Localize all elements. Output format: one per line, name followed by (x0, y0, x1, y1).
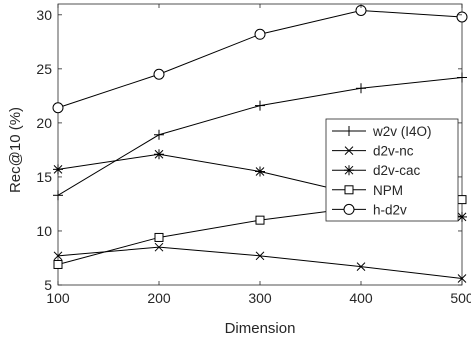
x-tick-label: 500 (450, 290, 471, 306)
data-point (255, 100, 265, 111)
y-tick-label: 15 (36, 169, 52, 185)
legend-marker (343, 203, 355, 215)
legend-label: d2v-nc (373, 144, 414, 159)
legend-label: w2v (I4O) (372, 124, 432, 139)
data-point (356, 262, 366, 271)
data-point (255, 215, 265, 225)
x-axis-label: Dimension (225, 320, 296, 337)
legend-item: h-d2v (332, 202, 407, 217)
data-point (456, 11, 468, 23)
legend-item: NPM (332, 183, 403, 198)
y-tick-label: 20 (36, 115, 52, 131)
legend-item: d2v-nc (332, 144, 414, 159)
legend-marker (344, 126, 354, 136)
data-point (154, 232, 164, 242)
x-tick-label: 400 (349, 290, 373, 306)
data-point (254, 28, 266, 40)
x-tick-label: 300 (248, 290, 272, 306)
data-point (53, 259, 63, 269)
data-point (457, 274, 467, 283)
y-tick-label: 25 (36, 61, 52, 77)
series-x (53, 242, 467, 283)
series-plus (53, 72, 467, 201)
data-point (52, 102, 64, 114)
y-axis-label: Rec@10 (%) (7, 107, 24, 193)
legend: w2v (I4O) d2v-nc d2v-cac NPM h-d2v (325, 118, 459, 222)
y-tick-label: 30 (36, 7, 52, 23)
data-point (154, 129, 164, 140)
data-point (356, 83, 366, 94)
data-point (457, 72, 467, 83)
data-point (153, 68, 165, 80)
legend-marker (344, 185, 354, 195)
data-point (53, 164, 63, 175)
legend-item: w2v (I4O) (332, 124, 432, 139)
axes-layer: 100 200 300 400 500 5 10 15 20 25 30 (36, 4, 471, 306)
y-tick-label: 10 (36, 223, 52, 239)
y-tick-label: 5 (44, 277, 52, 293)
data-point (154, 149, 164, 160)
legend-label: NPM (373, 183, 403, 198)
legend-label: h-d2v (373, 202, 407, 217)
data-point (255, 251, 265, 261)
legend-item: d2v-cac (332, 163, 421, 178)
data-point (154, 242, 164, 252)
data-point (53, 190, 63, 201)
data-point (53, 251, 63, 261)
legend-marker (344, 146, 354, 155)
data-point (457, 211, 467, 222)
legend-marker (344, 165, 354, 176)
data-point (457, 195, 467, 205)
data-point (255, 166, 265, 177)
x-tick-label: 100 (46, 290, 70, 306)
x-tick-label: 200 (147, 290, 171, 306)
legend-label: d2v-cac (373, 163, 421, 178)
